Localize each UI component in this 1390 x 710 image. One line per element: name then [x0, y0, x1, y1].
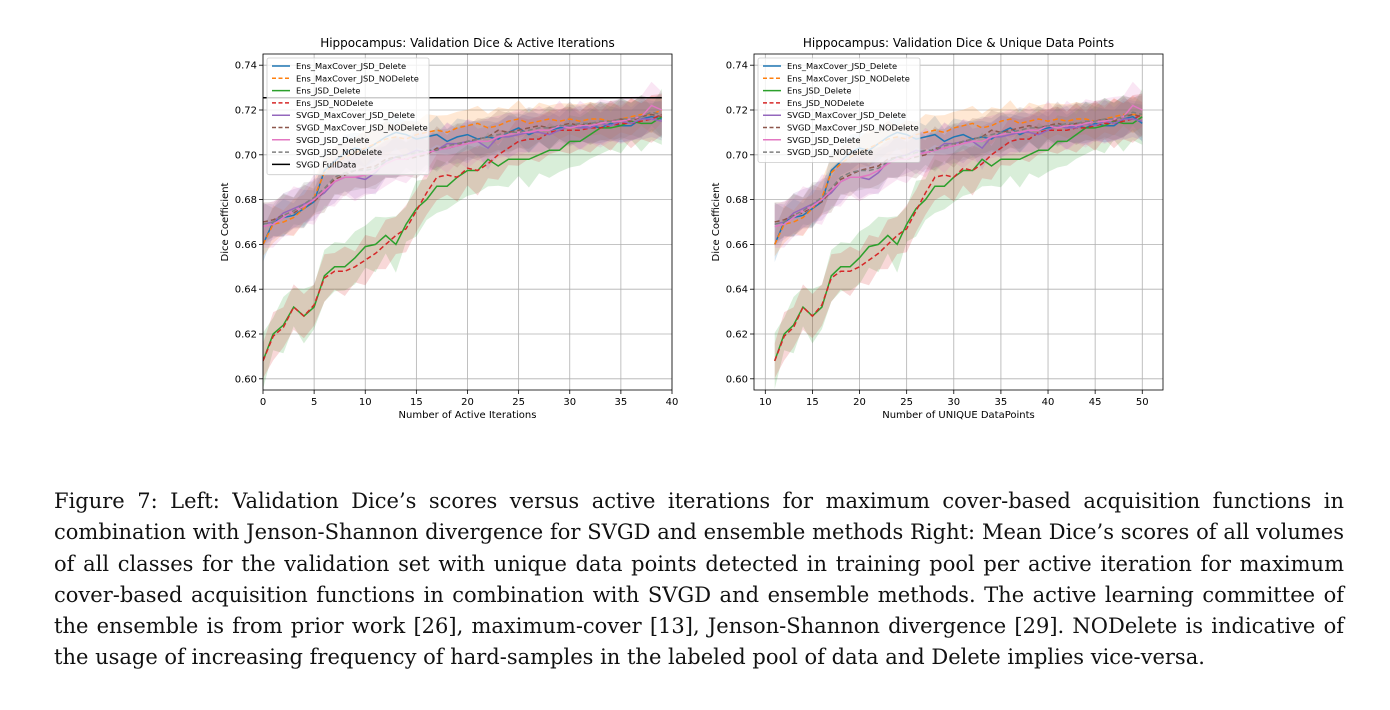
legend-label: Ens_JSD_Delete	[296, 86, 360, 96]
legend: Ens_MaxCover_JSD_Delete Ens_MaxCover_JSD_…	[757, 57, 921, 163]
band-Ens_JSD_Delete	[774, 88, 1143, 389]
y-tick-label: 0.60	[726, 374, 748, 385]
band-SVGD_MaxCover_JSD_NODelete	[263, 95, 662, 242]
y-tick-label: 0.66	[726, 240, 748, 251]
figure-caption: Figure 7: Left: Validation Dice’s scores…	[54, 489, 1344, 670]
legend-label: Ens_JSD_Delete	[787, 86, 851, 96]
chart-panel-1: 0 5 10 15 20 25 30 35 40 0.60 0.62 0.64 0.66 0.68 0.70…	[220, 36, 678, 421]
y-tick-label: 0.68	[726, 195, 748, 206]
band-SVGD_MaxCover_JSD_NODelete	[774, 95, 1143, 242]
x-tick-label: 0	[260, 397, 266, 408]
x-tick-label: 45	[1089, 397, 1102, 408]
series-line-SVGD_JSD_Delete	[774, 104, 1143, 228]
y-tick-label: 0.74	[726, 61, 748, 72]
legend-label: Ens_MaxCover_JSD_Delete	[296, 61, 406, 71]
series-line-Ens_JSD_Delete	[773, 116, 1143, 362]
legend-label: SVGD_MaxCover_JSD_NODelete	[296, 123, 428, 133]
legend-label: SVGD_JSD_Delete	[787, 135, 860, 145]
series-line-Ens_JSD_NODelete	[263, 113, 663, 362]
legend-box	[266, 57, 430, 176]
legend-box	[757, 57, 921, 163]
legend-label: Ens_JSD_NODelete	[296, 98, 373, 108]
legend-label: SVGD_JSD_Delete	[296, 135, 369, 145]
x-tick-label: 50	[1136, 397, 1149, 408]
series-line-Ens_JSD_NODelete	[774, 113, 1143, 362]
x-tick-label: 20	[853, 397, 866, 408]
x-tick-label: 15	[410, 397, 423, 408]
x-axis-label: Number of UNIQUE DataPoints	[882, 410, 1035, 421]
y-tick-label: 0.72	[235, 106, 257, 117]
chart-panel-2: 10 15 20 25 30 35 40 45 50 0.60 0.62 0.64 0.66 0.68 0.…	[711, 36, 1164, 421]
band-SVGD_JSD_Delete	[774, 81, 1143, 248]
y-tick-label: 0.74	[235, 61, 257, 72]
legend-label: SVGD_MaxCover_JSD_Delete	[296, 110, 415, 120]
band-SVGD_MaxCover_JSD_Delete	[263, 98, 662, 246]
legend-label: SVGD_MaxCover_JSD_NODelete	[787, 123, 919, 133]
chart-title: Hippocampus: Validation Dice & Active It…	[320, 36, 615, 50]
band-Ens_JSD_NODelete	[774, 93, 1143, 379]
series-line-SVGD_MaxCover_JSD_Delete	[263, 118, 662, 225]
legend-label: SVGD_MaxCover_JSD_Delete	[787, 110, 906, 120]
y-axis-label: Dice Coefficient	[220, 182, 231, 261]
band-Ens_JSD_Delete	[263, 88, 662, 389]
x-tick-label: 35	[995, 397, 1008, 408]
y-tick-label: 0.70	[235, 150, 257, 161]
x-tick-label: 20	[461, 397, 474, 408]
x-axis-label: Number of Active Iterations	[399, 410, 537, 421]
series-line-SVGD_MaxCover_JSD_Delete	[774, 118, 1143, 225]
y-tick-label: 0.62	[235, 330, 257, 341]
y-tick-label: 0.60	[235, 374, 257, 385]
x-tick-label: 30	[563, 397, 576, 408]
figure-charts: 0 5 10 15 20 25 30 35 40 0.60 0.62 0.64 0.66 0.68 0.70…	[220, 36, 1164, 421]
x-tick-label: 25	[512, 397, 525, 408]
plot-frame	[262, 53, 673, 391]
x-tick-label: 10	[759, 397, 772, 408]
legend-label: SVGD_JSD_NODelete	[296, 147, 382, 157]
y-axis-label: Dice Coefficient	[711, 182, 722, 261]
band-SVGD_MaxCover_JSD_Delete	[774, 98, 1143, 246]
plot-frame	[753, 53, 1164, 391]
series-line-SVGD_JSD_NODelete	[263, 111, 662, 225]
series-line-SVGD_JSD_Delete	[263, 104, 663, 228]
y-tick-label: 0.62	[726, 330, 748, 341]
band-SVGD_JSD_Delete	[263, 81, 662, 248]
series-line-Ens_MaxCover_JSD_NODelete	[774, 113, 1143, 245]
band-Ens_JSD_NODelete	[263, 93, 662, 379]
x-tick-label: 40	[1042, 397, 1055, 408]
x-tick-label: 5	[311, 397, 317, 408]
x-tick-label: 15	[806, 397, 819, 408]
legend-label: SVGD FullData	[296, 159, 356, 169]
legend: Ens_MaxCover_JSD_Delete Ens_MaxCover_JSD_…	[266, 57, 430, 176]
series-line-SVGD_JSD_NODelete	[774, 111, 1143, 225]
x-tick-label: 25	[900, 397, 913, 408]
legend-label: Ens_MaxCover_JSD_NODelete	[296, 73, 419, 83]
legend-label: Ens_MaxCover_JSD_Delete	[787, 61, 897, 71]
series-line-Ens_JSD_Delete	[263, 116, 663, 362]
legend-label: Ens_JSD_NODelete	[787, 98, 864, 108]
y-tick-label: 0.64	[235, 285, 257, 296]
series-line-Ens_MaxCover_JSD_Delete	[774, 115, 1143, 245]
y-tick-label: 0.68	[235, 195, 257, 206]
y-tick-label: 0.72	[726, 106, 748, 117]
y-tick-label: 0.66	[235, 240, 257, 251]
series-line-SVGD_MaxCover_JSD_NODelete	[774, 113, 1143, 223]
y-tick-label: 0.70	[726, 150, 748, 161]
x-tick-label: 30	[947, 397, 960, 408]
x-tick-label: 35	[615, 397, 628, 408]
y-tick-label: 0.64	[726, 285, 748, 296]
x-tick-label: 10	[359, 397, 372, 408]
x-tick-label: 40	[666, 397, 679, 408]
chart-title: Hippocampus: Validation Dice & Unique Da…	[803, 36, 1114, 50]
legend-label: Ens_MaxCover_JSD_NODelete	[787, 73, 910, 83]
legend-label: SVGD_JSD_NODelete	[787, 147, 873, 157]
